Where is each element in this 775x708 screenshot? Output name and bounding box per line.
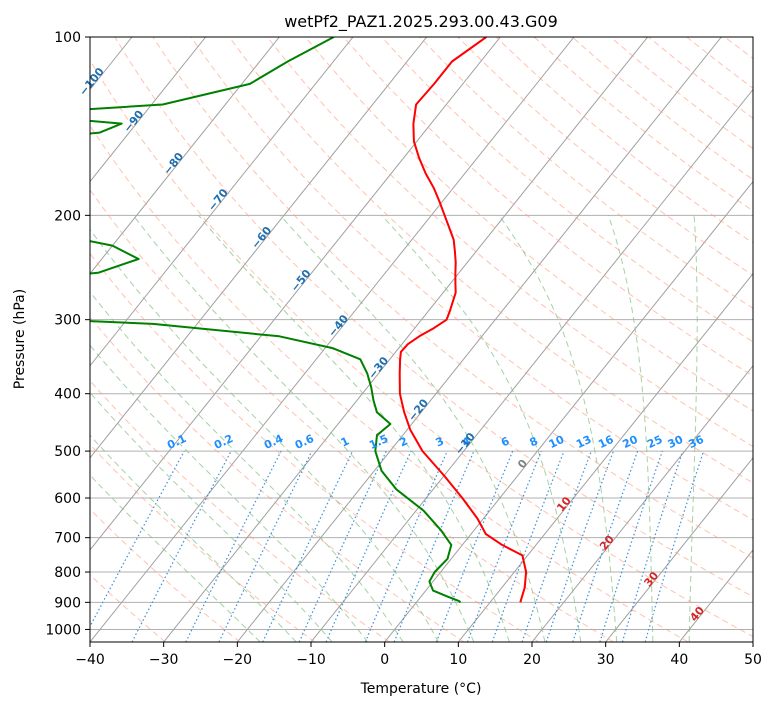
- mixing-ratio-line-10: [491, 450, 565, 642]
- chart-title: wetPf2_PAZ1.2025.293.00.43.G09: [284, 12, 558, 32]
- y-tick-label-900: 900: [54, 595, 81, 611]
- mixing-ratio-line-0.1: [90, 450, 185, 628]
- mixing-ratio-line-2: [325, 450, 412, 642]
- mixing-ratio-line-20: [572, 450, 639, 642]
- moist-adiabat-30: [498, 215, 618, 642]
- x-tick-label-40: 40: [670, 652, 688, 668]
- mixing-ratio-label-16: 16: [596, 433, 616, 451]
- y-tick-label-600: 600: [54, 491, 81, 507]
- y-tick-label-1000: 1000: [45, 622, 81, 638]
- x-tick-label-20: 20: [523, 652, 541, 668]
- dry-adiabat-350: [190, 37, 753, 521]
- mixing-ratio-line-6: [435, 450, 514, 642]
- dry-adiabat-340: [152, 37, 753, 559]
- moist-adiabat-10: [132, 214, 475, 642]
- mixing-ratio-line-8: [466, 450, 542, 642]
- isotherm--90: [90, 37, 207, 183]
- isotherm--50: [90, 37, 501, 551]
- mixing-ratio-line-3: [364, 450, 448, 642]
- axes: −40 −30 −20 −10 0 10 20 30 40 50 100 200 300 400 500 60…: [45, 30, 762, 668]
- mixing-ratio-label-20: 20: [620, 433, 640, 451]
- temperature-profile: [398, 37, 528, 603]
- mixing-ratio-line-25: [599, 450, 663, 642]
- dry-adiabat-270: [90, 379, 390, 642]
- dry-adiabat-360: [228, 37, 753, 484]
- x-tick-label-30: 30: [597, 652, 615, 668]
- dry-adiabat-410: [419, 37, 753, 309]
- moist-adiabat-25: [381, 214, 582, 642]
- dewpoint-profile: [90, 37, 462, 604]
- mixing-ratio-line-36: [644, 450, 705, 642]
- dry-adiabat-280: [90, 316, 465, 642]
- y-tick-label-100: 100: [54, 30, 81, 46]
- mixing-ratio-line-16: [545, 450, 614, 642]
- plot-background: [90, 37, 753, 642]
- moist-adiabat-0: [90, 291, 404, 642]
- isotherm--40: [90, 37, 575, 642]
- moist-adiabat--15: [90, 434, 297, 642]
- dry-adiabat-300: [90, 189, 614, 642]
- dry-adiabat-310: [90, 124, 689, 642]
- dry-adiabat-380: [305, 37, 753, 412]
- y-tick-label-500: 500: [54, 444, 81, 460]
- mixing-ratio-label-13: 13: [574, 433, 593, 451]
- x-tick-label--20: −20: [223, 652, 253, 668]
- dry-adiabat-370: [266, 37, 753, 448]
- dry-adiabat-330: [114, 37, 753, 598]
- mixing-ratio-label-10: 10: [547, 433, 567, 451]
- sounding-profiles: [90, 37, 528, 604]
- moist-adiabat-20: [279, 214, 546, 642]
- isotherm--60: [90, 37, 428, 459]
- isotherm--80: [90, 37, 280, 275]
- y-tick-label-300: 300: [54, 313, 81, 329]
- y-tick-label-700: 700: [54, 531, 81, 547]
- y-tick-label-800: 800: [54, 565, 81, 581]
- x-tick-label--30: −30: [149, 652, 179, 668]
- plot-frame: [89, 36, 754, 643]
- x-tick-label-50: 50: [744, 652, 762, 668]
- moist-adiabat-40: [688, 215, 698, 642]
- moist-adiabat--5: [90, 344, 369, 642]
- dry-adiabat-240: [90, 574, 166, 642]
- y-tick-label-200: 200: [54, 208, 81, 224]
- isotherm-30: [605, 457, 753, 642]
- isotherm-20: [531, 364, 753, 642]
- y-tick-label-400: 400: [54, 387, 81, 403]
- x-tick-label-0: 0: [380, 652, 389, 668]
- moist-adiabat-35: [607, 215, 654, 642]
- reference-lines: [90, 37, 753, 642]
- dry-adiabat-290: [90, 252, 540, 642]
- mixing-ratio-label-36: 36: [686, 433, 706, 451]
- dry-adiabat-260: [90, 443, 316, 642]
- mixing-ratio-line-13: [521, 450, 592, 642]
- isotherm-10: [457, 272, 753, 642]
- mixing-ratio-line-4: [393, 450, 475, 642]
- mixing-ratio-line-30: [621, 450, 684, 642]
- x-tick-label--10: −10: [296, 652, 326, 668]
- isotherm--10: [310, 88, 753, 642]
- isotherm-0: [384, 180, 753, 642]
- x-axis-title: Temperature (°C): [360, 681, 482, 697]
- mixing-ratio-line-0.4: [185, 450, 282, 642]
- x-tick-label-10: 10: [449, 652, 467, 668]
- x-tick-label--40: −40: [75, 652, 105, 668]
- isotherm--20: [236, 37, 722, 642]
- moist-adiabat--10: [90, 391, 333, 642]
- moist-adiabat-5: [90, 228, 439, 642]
- mixing-ratio-label-25: 25: [645, 433, 664, 451]
- mixing-ratio-label-30: 30: [666, 433, 686, 451]
- isotherm--70: [90, 37, 354, 367]
- y-axis-title: Pressure (hPa): [12, 289, 28, 389]
- moist-adiabat--20: [90, 474, 261, 642]
